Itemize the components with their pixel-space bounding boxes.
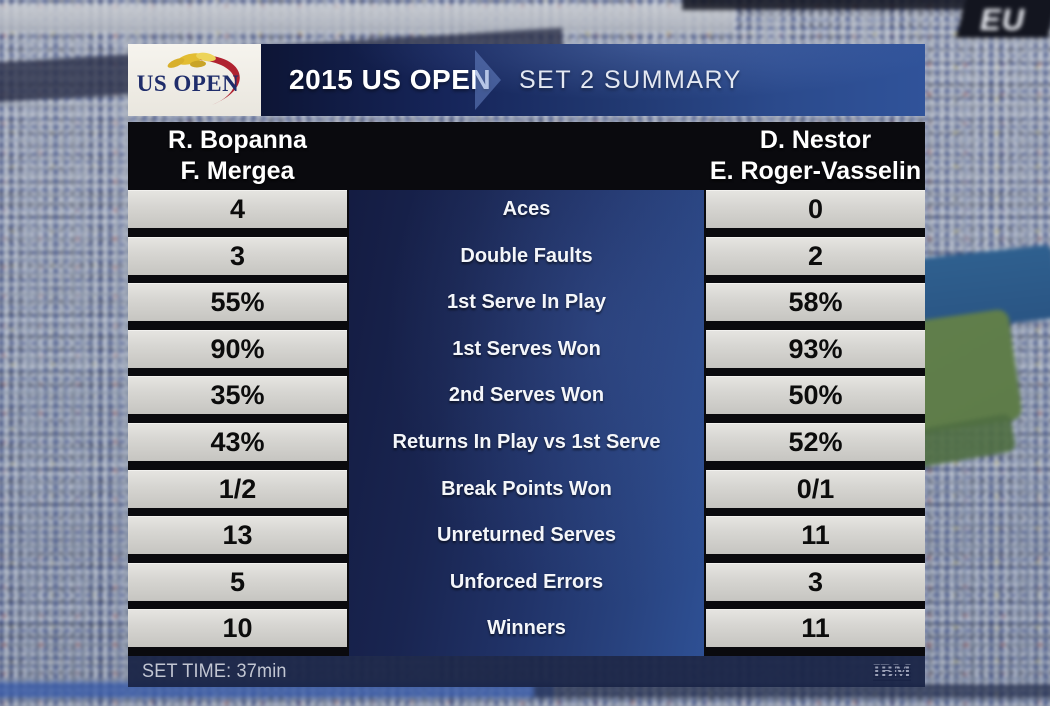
ibm-logo: IBM [873, 660, 911, 682]
stat-row: 4 Aces 0 [128, 190, 925, 237]
stats-table: R. Bopanna F. Mergea D. Nestor E. Roger-… [128, 122, 925, 656]
stat-value-left: 5 [128, 562, 347, 601]
stat-label: Unforced Errors [449, 570, 604, 593]
stat-row: 43% Returns In Play vs 1st Serve 52% [128, 422, 925, 470]
player-name: F. Mergea [180, 157, 295, 185]
stat-value-left: 13 [128, 516, 347, 555]
stat-value-right: 0 [706, 190, 925, 228]
bottom-dark-strip [534, 684, 1050, 698]
stat-value-left: 4 [128, 190, 347, 228]
stats-rows: 4 Aces 0 3 Double Faults 2 55% 1st Serve In Pla… [128, 190, 925, 656]
stat-label: Double Faults [460, 244, 593, 267]
graphic-header: US OPEN 2015 US OPEN SET 2 SUMMARY [128, 44, 925, 116]
stat-value-right: 93% [706, 329, 925, 368]
stat-value-left: 43% [128, 422, 347, 461]
stat-row: 90% 1st Serves Won 93% [128, 329, 925, 377]
stat-value-left: 3 [128, 236, 347, 275]
stat-row: 3 Double Faults 2 [128, 236, 925, 284]
us-open-flaming-ball-icon: US OPEN [137, 52, 240, 105]
stadium-upper-wall [0, 6, 734, 32]
player-name: R. Bopanna [168, 125, 307, 154]
team-names-row: R. Bopanna F. Mergea D. Nestor E. Roger-… [128, 122, 925, 190]
stat-label: 2nd Serves Won [448, 384, 605, 407]
stat-value-right: 3 [706, 562, 925, 601]
stat-label: 1st Serves Won [452, 337, 601, 360]
stat-value-left: 35% [128, 376, 347, 415]
team-right-names: D. Nestor E. Roger-Vasselin [706, 122, 925, 190]
stat-row: 55% 1st Serve In Play 58% [128, 283, 925, 330]
stat-row: 13 Unreturned Serves 11 [128, 516, 925, 563]
stat-value-right: 11 [706, 609, 925, 648]
set-summary-title: SET 2 SUMMARY [519, 66, 742, 94]
stat-value-right: 52% [706, 422, 925, 461]
stat-value-left: 55% [128, 283, 347, 322]
stat-label: Unreturned Serves [437, 524, 616, 547]
stat-value-right: 58% [706, 283, 925, 322]
stat-value-left: 10 [128, 609, 347, 648]
match-stats-graphic: US OPEN 2015 US OPEN SET 2 SUMMARY R. Bo… [128, 44, 925, 687]
stat-label: Aces [502, 198, 551, 220]
stat-row: 5 Unforced Errors 3 [128, 562, 925, 610]
us-open-logo: US OPEN [128, 44, 261, 116]
stat-label: Returns In Play vs 1st Serve [392, 430, 661, 453]
stat-labels-panel [349, 190, 704, 656]
stat-value-right: 0/1 [706, 469, 925, 508]
header-title-bar: 2015 US OPEN SET 2 SUMMARY [261, 44, 925, 116]
tournament-title: 2015 US OPEN [289, 64, 492, 95]
svg-text:US OPEN: US OPEN [137, 71, 240, 96]
player-name: E. Roger-Vasselin [709, 157, 922, 185]
team-left-names: R. Bopanna F. Mergea [128, 122, 347, 190]
stat-label: Winners [487, 617, 566, 640]
player-name: D. Nestor [759, 125, 872, 154]
set-time-label: SET TIME: 37min [142, 660, 287, 682]
stat-value-right: 2 [706, 236, 925, 275]
stat-label: Break Points Won [441, 477, 612, 500]
stat-value-left: 90% [128, 329, 347, 368]
stat-label: 1st Serve In Play [447, 291, 606, 314]
stat-row: 35% 2nd Serves Won 50% [128, 376, 925, 423]
stat-row: 10 Winners 11 [128, 609, 925, 656]
stat-row: 1/2 Break Points Won 0/1 [128, 469, 925, 517]
stat-value-left: 1/2 [128, 469, 347, 508]
top-dark-strip [682, 0, 1050, 10]
names-spacer [347, 122, 706, 190]
chevron-right-icon [475, 50, 501, 110]
broadcaster-watermark: EU [980, 2, 1026, 37]
stat-value-right: 50% [706, 376, 925, 415]
stat-value-right: 11 [706, 516, 925, 555]
graphic-footer: SET TIME: 37min IBM [128, 656, 925, 687]
